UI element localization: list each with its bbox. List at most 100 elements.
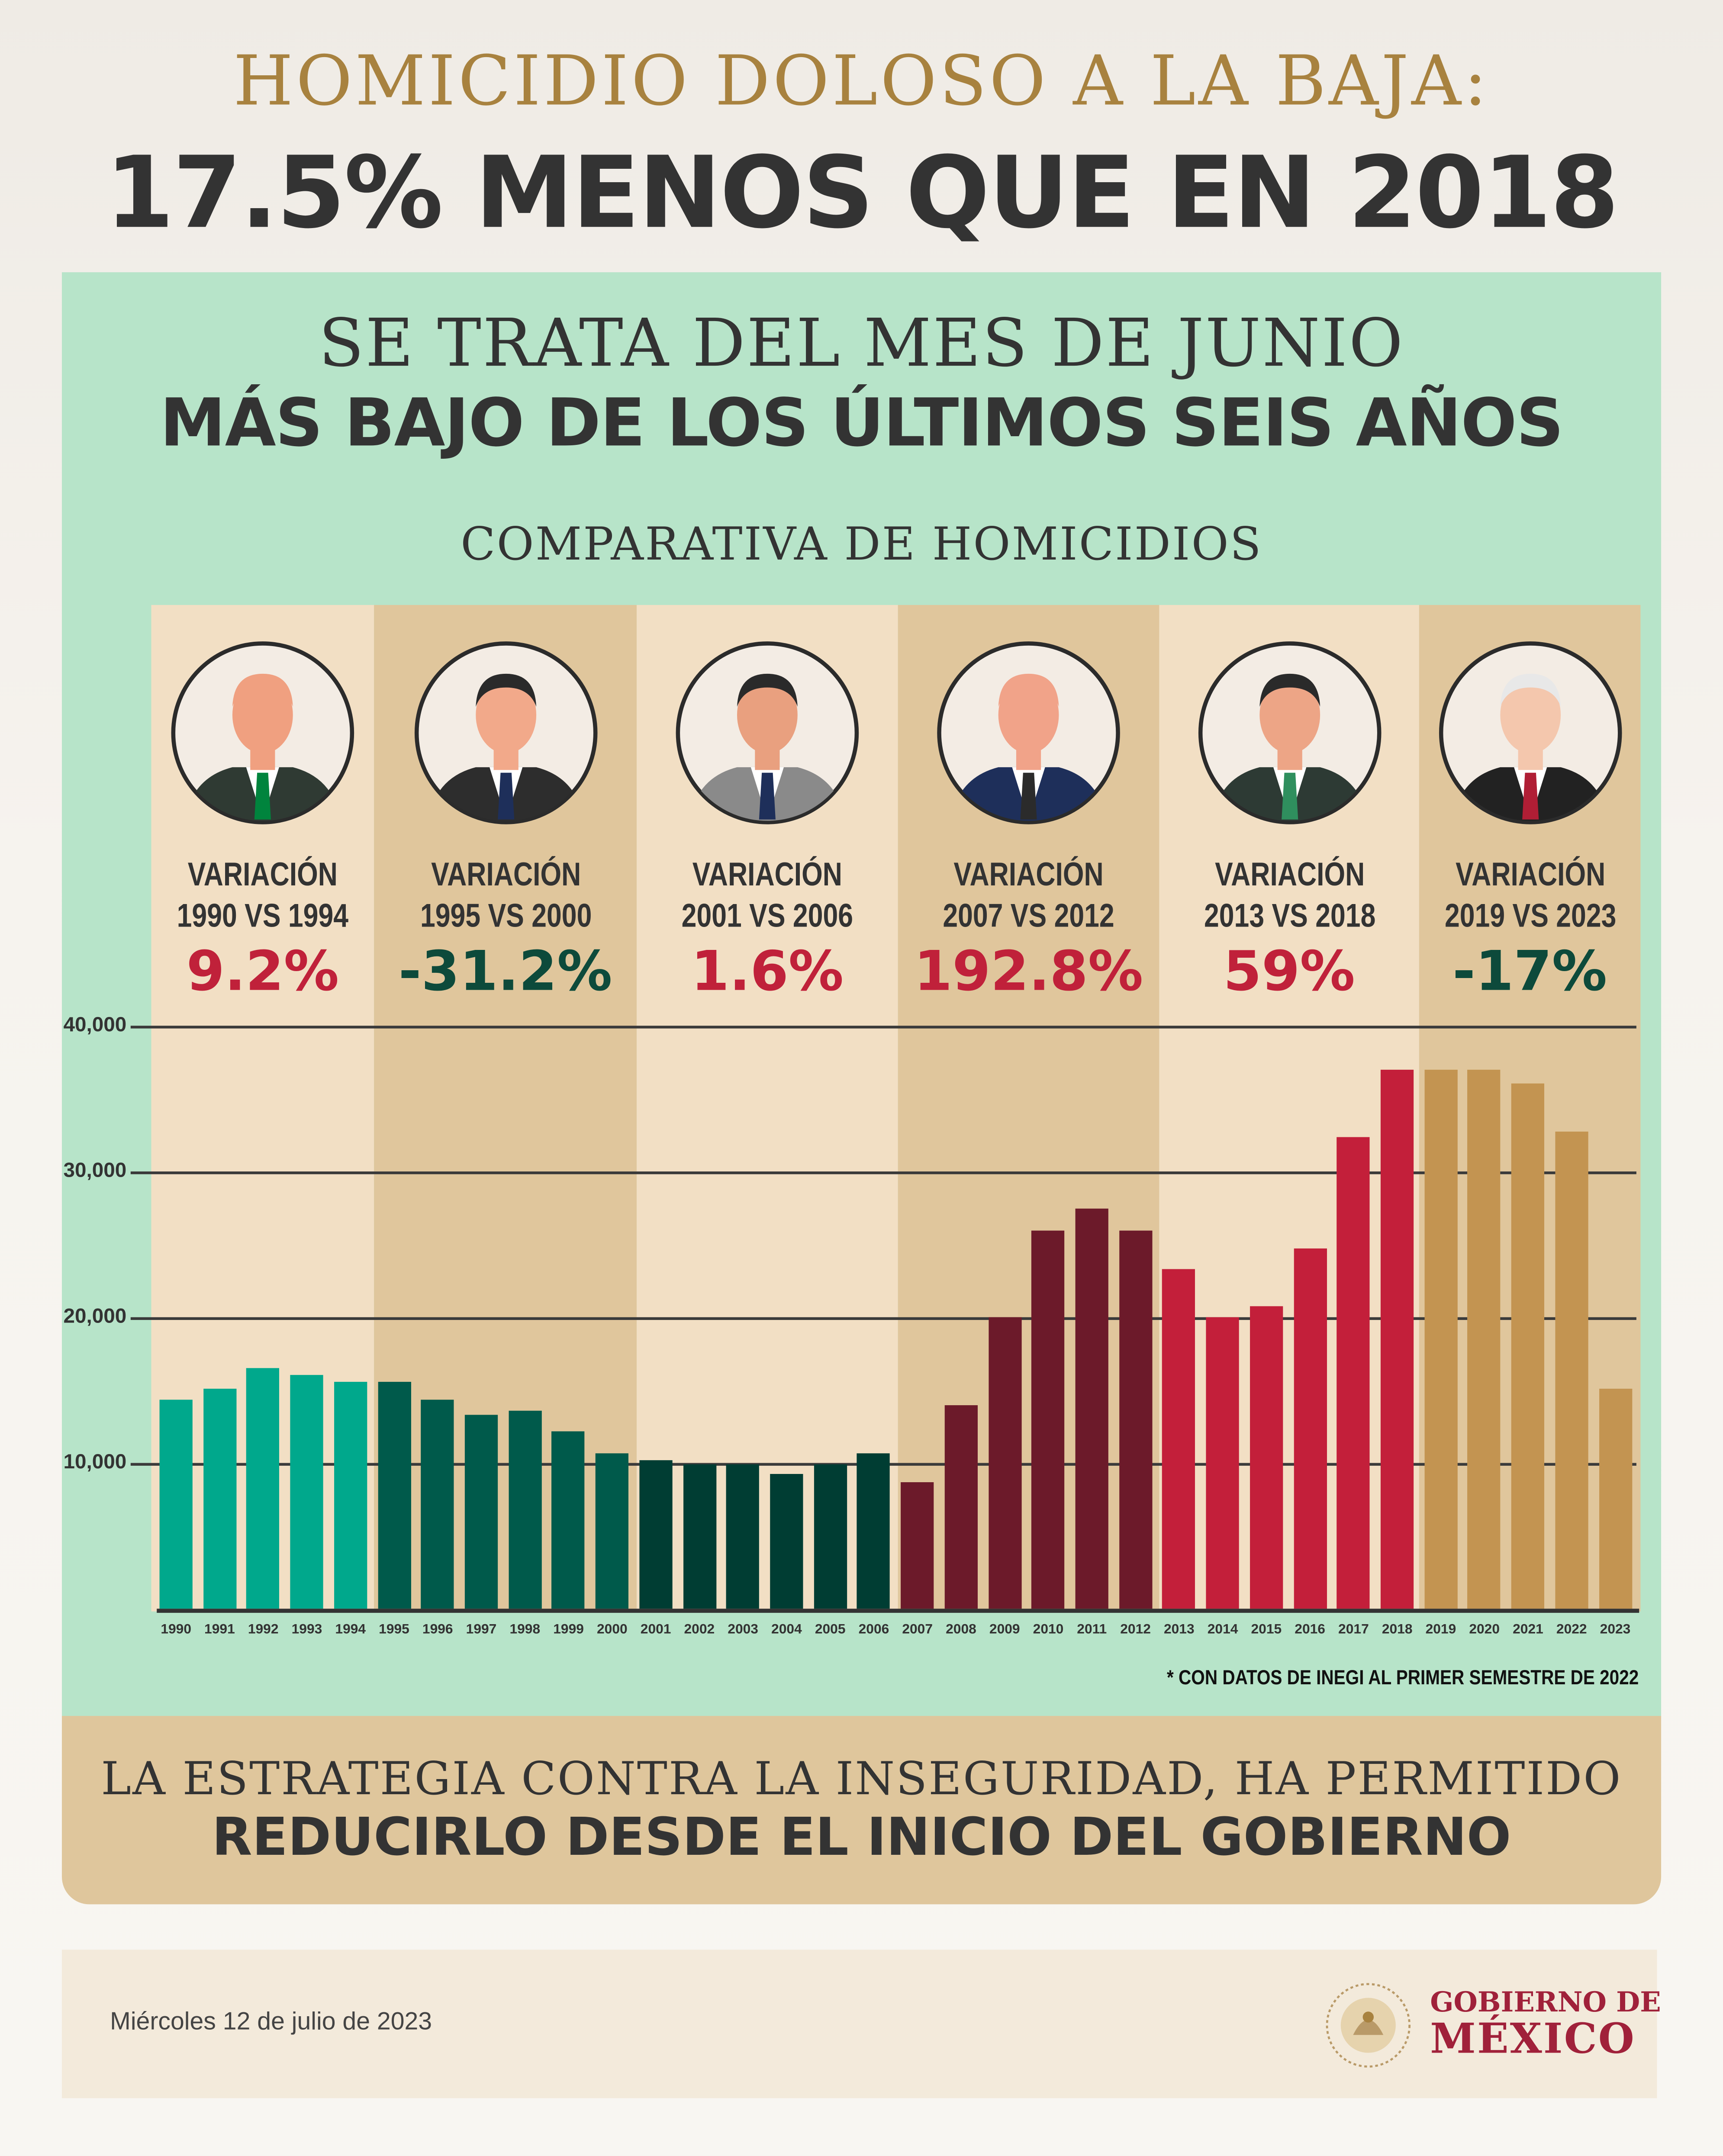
bar-1998: [508, 1410, 541, 1609]
conclusion-box: [61, 1716, 1662, 1905]
x-tick-label: 2010: [1033, 1622, 1064, 1638]
x-axis-line: [157, 1609, 1639, 1613]
x-tick-label: 1997: [466, 1622, 497, 1638]
x-tick-label: 2018: [1382, 1622, 1413, 1638]
bar-1999: [552, 1431, 585, 1609]
headline-kicker: HOMICIDIO DOLOSO A LA BAJA:: [233, 41, 1490, 121]
bar-1992: [247, 1368, 280, 1609]
bar-1993: [290, 1375, 324, 1609]
panel-subtitle-2: MÁS BAJO DE LOS ÚLTIMOS SEIS AÑOS: [160, 385, 1564, 462]
x-tick-label: 1994: [335, 1622, 366, 1638]
logo-text-line-1: GOBIERNO DE: [1430, 1985, 1661, 2019]
variation-heading: VARIACIÓN: [692, 856, 842, 894]
x-tick-label: 2004: [771, 1622, 802, 1638]
bar-2000: [596, 1452, 629, 1609]
footnote: * CON DATOS DE INEGI AL PRIMER SEMESTRE …: [1167, 1666, 1639, 1690]
president-portrait-icon: [676, 641, 859, 824]
bar-1990: [159, 1400, 193, 1609]
variation-range: 2013 VS 2018: [1203, 898, 1375, 935]
y-tick-label: 40,000: [63, 1013, 127, 1037]
x-tick-label: 2007: [902, 1622, 933, 1638]
variation-percent: 9.2%: [186, 940, 339, 1004]
x-tick-label: 2009: [989, 1622, 1020, 1638]
publish-date: Miércoles 12 de julio de 2023: [110, 2007, 432, 2035]
variation-heading: VARIACIÓN: [187, 856, 338, 894]
coat-of-arms-seal-icon: [1326, 1983, 1411, 2068]
bar-2003: [726, 1464, 760, 1609]
x-tick-label: 2016: [1295, 1622, 1325, 1638]
chart-title: COMPARATIVA DE HOMICIDIOS: [461, 517, 1262, 571]
bar-2001: [639, 1460, 673, 1609]
x-tick-label: 2020: [1469, 1622, 1500, 1638]
gridline: [130, 1171, 1636, 1174]
president-portrait-icon: [937, 641, 1120, 824]
x-tick-label: 2015: [1251, 1622, 1282, 1638]
bar-2007: [901, 1482, 934, 1609]
bar-2009: [988, 1317, 1021, 1609]
bar-2023: [1598, 1388, 1632, 1609]
period-variation-label: VARIACIÓN 2001 VS 2006: [677, 855, 857, 938]
bar-2021: [1511, 1084, 1545, 1609]
period-variation-label: VARIACIÓN 2019 VS 2023: [1440, 855, 1620, 938]
x-tick-label: 1996: [422, 1622, 453, 1638]
bar-2012: [1119, 1231, 1152, 1609]
variation-percent: 1.6%: [691, 940, 844, 1004]
x-tick-label: 2013: [1163, 1622, 1195, 1638]
president-portrait-icon: [414, 641, 597, 824]
variation-heading: VARIACIÓN: [1455, 856, 1605, 894]
variation-percent: -31.2%: [398, 940, 612, 1004]
bar-2013: [1163, 1269, 1196, 1609]
bar-1996: [421, 1400, 454, 1609]
x-tick-label: 1992: [248, 1622, 279, 1638]
x-tick-label: 2008: [946, 1622, 976, 1638]
conclusion-line-2: REDUCIRLO DESDE EL INICIO DEL GOBIERNO: [212, 1806, 1511, 1867]
variation-range: 2007 VS 2012: [943, 898, 1114, 935]
variation-heading: VARIACIÓN: [1214, 856, 1364, 894]
x-tick-label: 2017: [1338, 1622, 1369, 1638]
x-tick-label: 2021: [1513, 1622, 1543, 1638]
x-tick-label: 1993: [291, 1622, 322, 1638]
x-tick-label: 1998: [509, 1622, 541, 1638]
x-tick-label: 1990: [161, 1622, 192, 1638]
bar-1994: [334, 1381, 367, 1609]
variation-range: 1990 VS 1994: [177, 898, 349, 935]
variation-heading: VARIACIÓN: [430, 856, 580, 894]
bar-2008: [944, 1404, 978, 1609]
headline: 17.5% MENOS QUE EN 2018: [105, 135, 1619, 251]
period-variation-label: VARIACIÓN 2013 VS 2018: [1199, 855, 1379, 938]
x-tick-label: 2022: [1556, 1622, 1587, 1638]
bar-2002: [683, 1464, 716, 1609]
x-tick-label: 2014: [1207, 1622, 1238, 1638]
y-tick-label: 30,000: [63, 1159, 127, 1183]
x-tick-label: 2001: [640, 1622, 671, 1638]
x-tick-label: 2005: [815, 1622, 846, 1638]
x-tick-label: 1995: [379, 1622, 409, 1638]
conclusion-line-1: LA ESTRATEGIA CONTRA LA INSEGURIDAD, HA …: [101, 1751, 1622, 1805]
x-tick-label: 2011: [1077, 1622, 1107, 1638]
gridline: [130, 1026, 1636, 1028]
bar-2006: [857, 1452, 891, 1609]
bar-2014: [1206, 1317, 1240, 1609]
president-portrait-icon: [1198, 641, 1381, 824]
bar-2015: [1250, 1305, 1283, 1609]
bar-2016: [1293, 1249, 1327, 1609]
variation-percent: 192.8%: [914, 940, 1143, 1004]
bar-2018: [1381, 1069, 1414, 1609]
x-tick-label: 2000: [597, 1622, 628, 1638]
president-portrait-icon: [1438, 641, 1621, 824]
president-portrait-icon: [171, 641, 354, 824]
period-variation-label: VARIACIÓN 2007 VS 2012: [938, 855, 1119, 938]
bar-2011: [1075, 1208, 1108, 1609]
bar-1997: [464, 1415, 498, 1609]
bar-2004: [770, 1474, 803, 1609]
gridline: [130, 1317, 1636, 1319]
x-tick-label: 2002: [684, 1622, 715, 1638]
variation-heading: VARIACIÓN: [953, 856, 1104, 894]
variation-range: 1995 VS 2000: [419, 898, 591, 935]
period-variation-label: VARIACIÓN 1995 VS 2000: [415, 855, 596, 938]
bar-2020: [1468, 1069, 1501, 1609]
logo-text-line-2: MÉXICO: [1430, 2015, 1636, 2064]
variation-range: 2001 VS 2006: [681, 898, 853, 935]
bar-2019: [1424, 1069, 1458, 1609]
panel-subtitle-1: SE TRATA DEL MES DE JUNIO: [319, 305, 1404, 383]
